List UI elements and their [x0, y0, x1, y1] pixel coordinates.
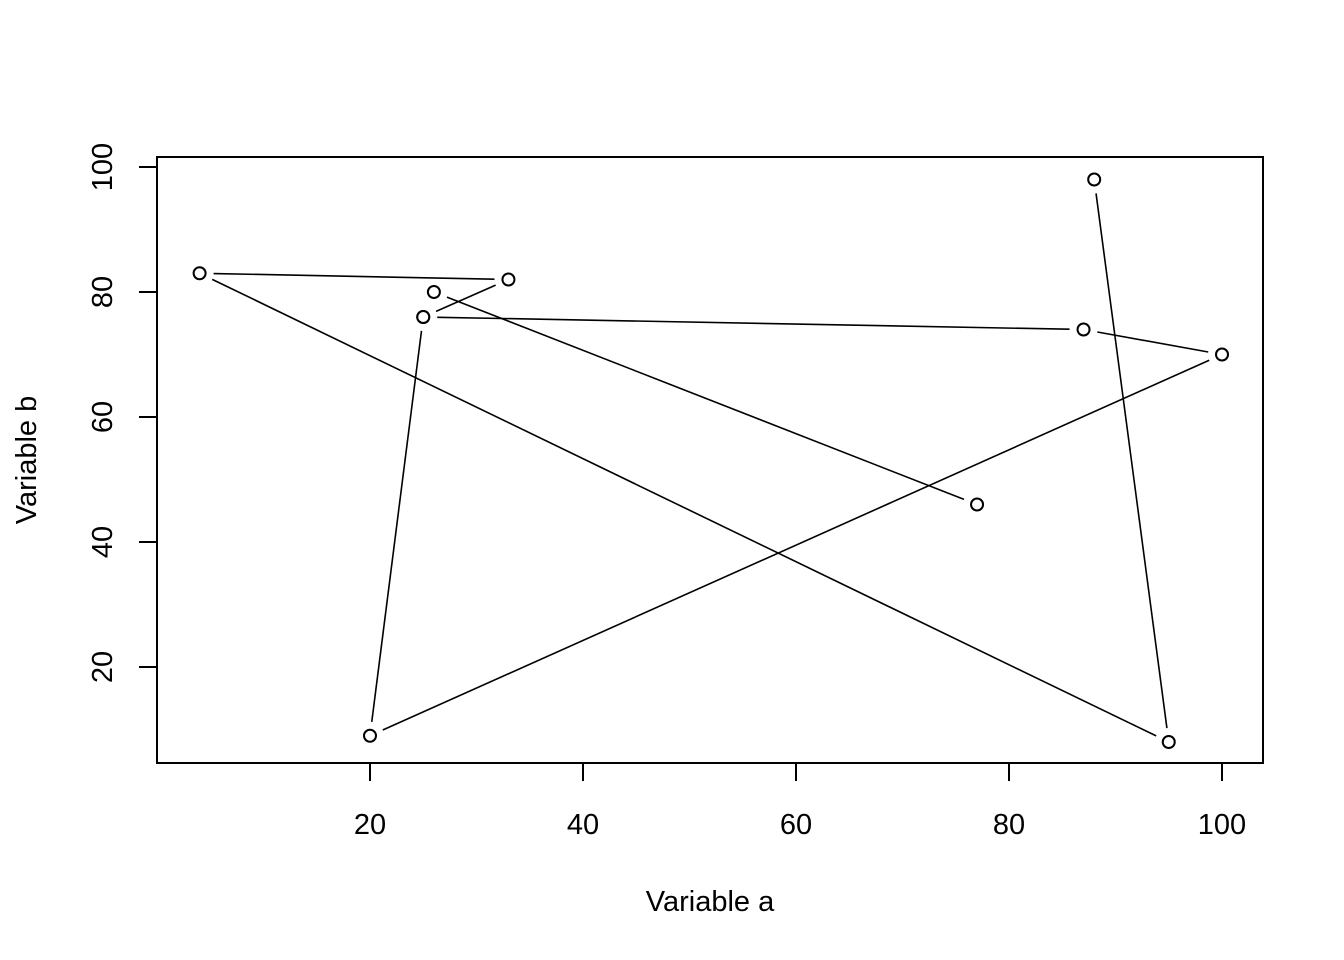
series-line-segment [446, 296, 965, 501]
data-point [501, 272, 516, 287]
data-point [1087, 172, 1102, 187]
x-tick-label: 100 [1198, 809, 1246, 841]
data-point [1076, 322, 1091, 337]
data-point [363, 728, 377, 743]
series-points [192, 172, 1229, 749]
series-line-segment [1095, 193, 1168, 729]
data-point [1215, 347, 1229, 362]
x-tick-label: 60 [780, 809, 812, 841]
series-line-segment [213, 272, 495, 281]
y-tick-label: 80 [87, 276, 119, 308]
series-line-segment [435, 284, 496, 313]
x-tick-label: 40 [567, 809, 599, 841]
series-line-segment [370, 330, 423, 722]
y-axis: 20 40 60 80 100 [87, 143, 158, 683]
data-point [1161, 735, 1176, 749]
y-axis-label: Variable b [11, 396, 43, 524]
x-axis: 20 40 60 80 100 [354, 762, 1246, 841]
y-tick-label: 40 [87, 526, 119, 558]
series-line-segment [382, 359, 1210, 731]
series-line-segment [211, 278, 1157, 737]
series-lines [211, 193, 1210, 737]
x-axis-label: Variable a [646, 886, 775, 918]
data-point [426, 285, 441, 299]
y-tick-label: 60 [87, 401, 119, 433]
data-point [970, 497, 985, 512]
y-tick-label: 20 [87, 651, 119, 683]
x-tick-label: 80 [993, 809, 1025, 841]
series-line-segment [437, 316, 1070, 331]
x-tick-label: 20 [354, 809, 386, 841]
y-tick-label: 100 [87, 143, 119, 191]
series-line-segment [1097, 331, 1209, 353]
data-point [416, 310, 431, 324]
data-point [192, 266, 207, 281]
